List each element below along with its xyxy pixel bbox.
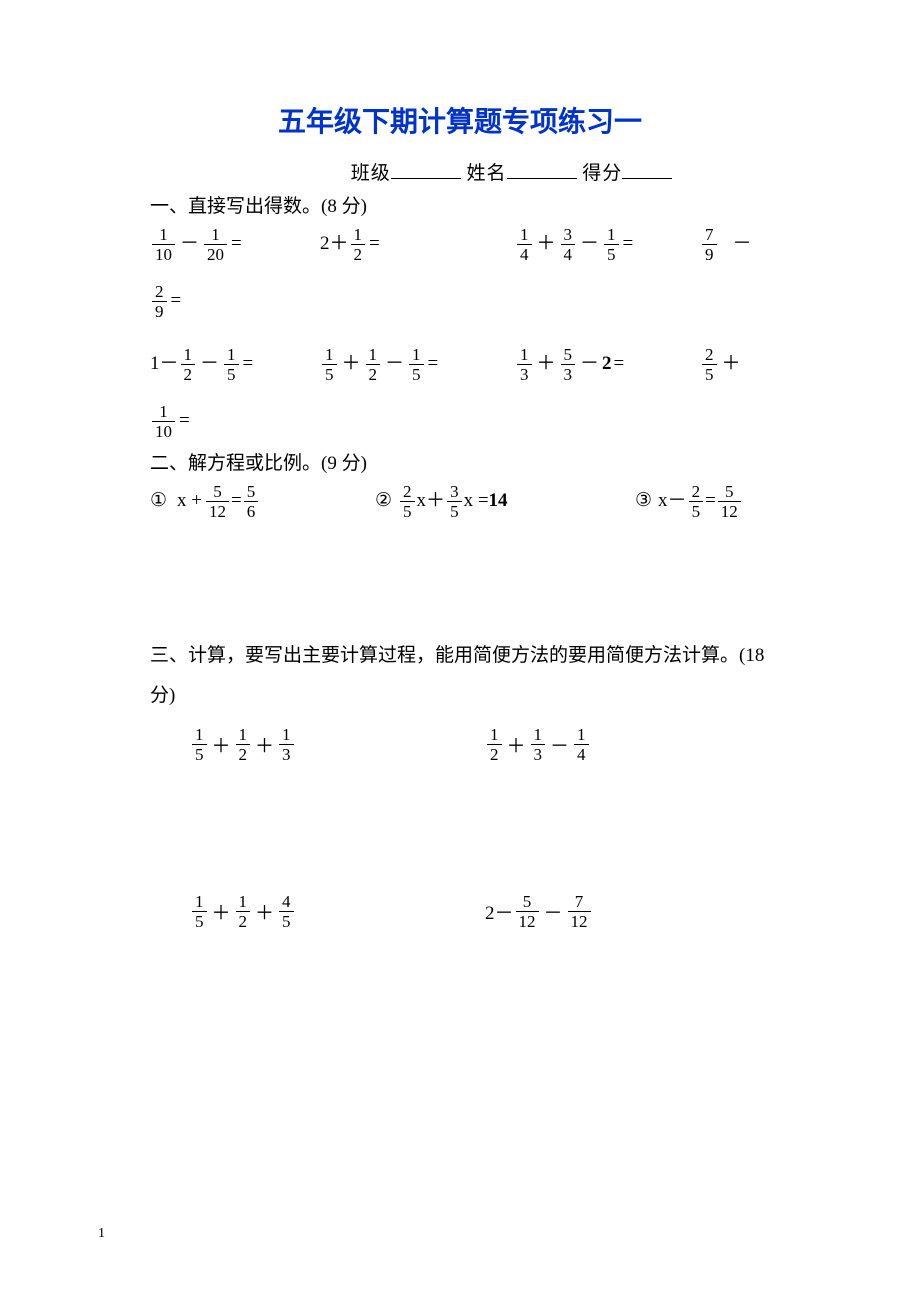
s2-a: ① x + 512 = 56 bbox=[150, 483, 375, 520]
page-number: 1 bbox=[98, 1226, 105, 1242]
s1-r1-d: 79 － bbox=[700, 226, 755, 263]
s2-c: ③ x－ 25 = 512 bbox=[635, 483, 743, 520]
score-label: 得分 bbox=[582, 163, 622, 184]
s1-r1-a: 110 － 120 = bbox=[150, 226, 320, 263]
name-label: 姓名 bbox=[467, 163, 507, 184]
s3-row2: 15 ＋ 12 ＋ 45 2－ 512 － 712 bbox=[190, 893, 770, 930]
section3-heading: 三、计算，要写出主要计算过程，能用简便方法的要用简便方法计算。(18 分) bbox=[150, 636, 770, 716]
worksheet-page: 五年级下期计算题专项练习一 班级 姓名 得分 一、直接写出得数。(8 分) 11… bbox=[0, 0, 920, 1302]
section1-heading: 一、直接写出得数。(8 分) bbox=[150, 191, 770, 218]
section2-heading: 二、解方程或比例。(9 分) bbox=[150, 448, 770, 475]
s1-row2: 1－ 12 － 15 = 15 ＋ 12 － 15 = 13 ＋ 53 － 2 … bbox=[150, 346, 770, 383]
s2-row: ① x + 512 = 56 ② 25 x＋ 35 x = 14 ③ x－ 25… bbox=[150, 483, 770, 520]
s1-r1-wrap: 29 = bbox=[150, 283, 183, 320]
s1-r2-c: 13 ＋ 53 － 2 = bbox=[515, 346, 700, 383]
meta-line: 班级 姓名 得分 bbox=[150, 158, 770, 185]
s1-r2-wrap: 110 = bbox=[150, 403, 192, 440]
name-blank[interactable] bbox=[507, 158, 577, 179]
s1-r2-a: 1－ 12 － 15 = bbox=[150, 346, 320, 383]
s3-row1: 15 ＋ 12 ＋ 13 12 ＋ 13 － 14 bbox=[190, 726, 770, 763]
s3-r1-a: 15 ＋ 12 ＋ 13 bbox=[190, 726, 485, 763]
s1-r1-c: 14 ＋ 34 － 15 = bbox=[515, 226, 700, 263]
s1-r2-b: 15 ＋ 12 － 15 = bbox=[320, 346, 515, 383]
s3-gap1 bbox=[150, 763, 770, 883]
s1-row1-wrap: 29 = bbox=[150, 283, 770, 320]
s2-b: ② 25 x＋ 35 x = 14 bbox=[375, 483, 635, 520]
s1-row1: 110 － 120 = 2＋ 12 = 14 ＋ 34 － 15 = 79 － bbox=[150, 226, 770, 263]
page-title: 五年级下期计算题专项练习一 bbox=[150, 100, 770, 140]
s1-row2-wrap: 110 = bbox=[150, 403, 770, 440]
s1-r2-d: 25 ＋ bbox=[700, 346, 744, 383]
score-blank[interactable] bbox=[622, 158, 672, 179]
class-blank[interactable] bbox=[391, 158, 461, 179]
s3-r1-b: 12 ＋ 13 － 14 bbox=[485, 726, 780, 763]
s3-r2-b: 2－ 512 － 712 bbox=[485, 893, 780, 930]
workspace-gap bbox=[150, 526, 770, 626]
s3-r2-a: 15 ＋ 12 ＋ 45 bbox=[190, 893, 485, 930]
s1-r1-b: 2＋ 12 = bbox=[320, 226, 515, 263]
class-label: 班级 bbox=[351, 163, 391, 184]
